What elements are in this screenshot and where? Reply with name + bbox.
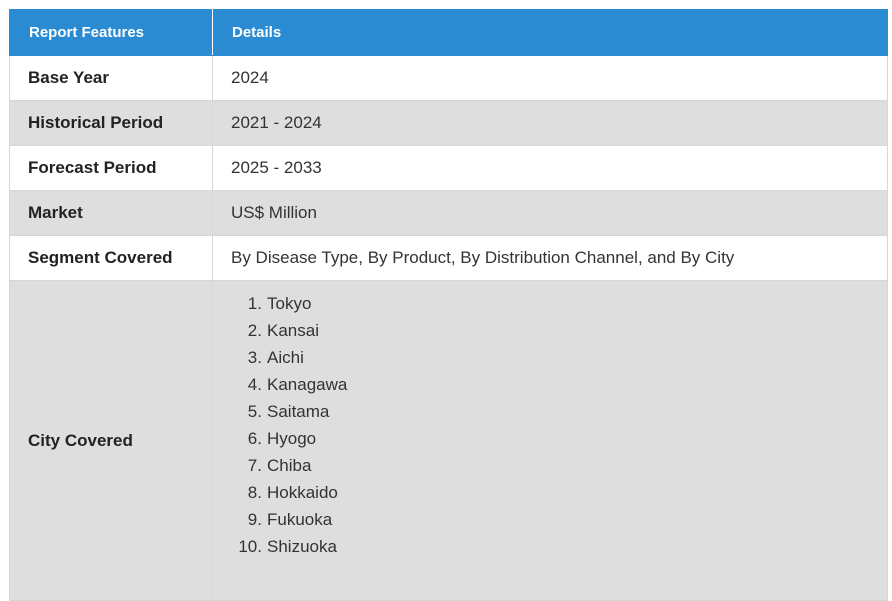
detail-cell: By Disease Type, By Product, By Distribu… [212, 235, 888, 281]
city-item: Chiba [248, 452, 312, 479]
detail-cell: 2021 - 2024 [212, 100, 888, 146]
city-item: Kansai [248, 317, 319, 344]
header-details: Details [212, 9, 888, 56]
table-row: Market US$ Million [9, 190, 888, 236]
city-item: Kanagawa [248, 371, 348, 398]
city-item: Fukuoka [248, 506, 333, 533]
report-features-table: Report Features Details Base Year 2024 H… [9, 9, 888, 601]
city-list: Tokyo Kansai Aichi Kanagawa Saitama Hyog… [231, 290, 887, 560]
city-item: Hyogo [248, 425, 317, 452]
table-row: Segment Covered By Disease Type, By Prod… [9, 235, 888, 281]
feature-cell: Forecast Period [9, 145, 213, 191]
city-item: Saitama [248, 398, 330, 425]
feature-cell: Base Year [9, 55, 213, 101]
table-row-cities: City Covered Tokyo Kansai Aichi Kanagawa… [9, 280, 888, 601]
detail-cell: 2025 - 2033 [212, 145, 888, 191]
table-row: Forecast Period 2025 - 2033 [9, 145, 888, 191]
feature-cell: City Covered [9, 280, 213, 601]
feature-cell: Market [9, 190, 213, 236]
table-row: Base Year 2024 [9, 55, 888, 101]
detail-cell: US$ Million [212, 190, 888, 236]
header-report-features: Report Features [9, 9, 213, 56]
table-header-row: Report Features Details [9, 9, 888, 56]
feature-cell: Segment Covered [9, 235, 213, 281]
feature-cell: Historical Period [9, 100, 213, 146]
city-item: Shizuoka [238, 533, 337, 560]
detail-cell: 2024 [212, 55, 888, 101]
table-row: Historical Period 2021 - 2024 [9, 100, 888, 146]
city-item: Tokyo [248, 290, 312, 317]
report-table-container: Report Features Details Base Year 2024 H… [9, 9, 888, 601]
detail-cell-cities: Tokyo Kansai Aichi Kanagawa Saitama Hyog… [212, 280, 888, 601]
city-item: Hokkaido [248, 479, 338, 506]
city-item: Aichi [248, 344, 304, 371]
